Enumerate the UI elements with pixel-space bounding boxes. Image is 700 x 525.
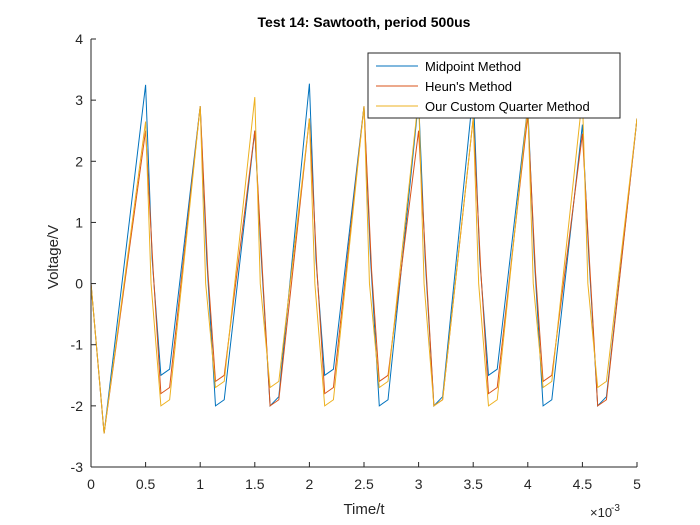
x-tick-label: 2.5 bbox=[354, 476, 374, 492]
y-axis-label: Voltage/V bbox=[45, 225, 62, 289]
legend-label-2: Heun's Method bbox=[425, 79, 512, 94]
x-tick-label: 3 bbox=[415, 476, 423, 492]
y-tick-label: 2 bbox=[75, 153, 83, 169]
x-tick-label: 2 bbox=[306, 476, 314, 492]
x-tick-label: 1 bbox=[196, 476, 204, 492]
x-axis-label: Time/t bbox=[343, 501, 385, 518]
x-axis-multiplier: ×10 -3 bbox=[590, 503, 620, 520]
series-line-2 bbox=[91, 106, 637, 434]
y-tick-label: -3 bbox=[71, 459, 84, 475]
y-tick-label: -2 bbox=[71, 398, 84, 414]
y-tick-label: 0 bbox=[75, 276, 83, 292]
x-multiplier-exponent: -3 bbox=[611, 503, 620, 514]
y-tick-label: 1 bbox=[75, 214, 83, 230]
chart-title: Test 14: Sawtooth, period 500us bbox=[258, 14, 471, 30]
x-tick-label: 1.5 bbox=[245, 476, 265, 492]
y-tick-label: -1 bbox=[71, 337, 84, 353]
y-tick-label: 4 bbox=[75, 31, 83, 47]
x-tick-label: 4 bbox=[524, 476, 532, 492]
x-tick-label: 4.5 bbox=[573, 476, 593, 492]
x-tick-label: 0.5 bbox=[136, 476, 156, 492]
x-tick-label: 3.5 bbox=[463, 476, 483, 492]
x-tick-label: 5 bbox=[633, 476, 641, 492]
legend: Midpoint Method Heun's Method Our Custom Q… bbox=[367, 52, 621, 119]
series-line-3 bbox=[91, 97, 637, 434]
legend-label-1: Midpoint Method bbox=[425, 59, 521, 74]
y-tick-label: 3 bbox=[75, 92, 83, 108]
legend-label-3: Our Custom Quarter Method bbox=[425, 99, 590, 114]
plot-area: 0 0.5 1 1.5 2 2.5 3 3.5 4 4.5 5 -3 -2 -1 0 1 2 3 4 Midpoint… bbox=[71, 31, 642, 492]
x-multiplier-base: ×10 bbox=[590, 505, 612, 520]
x-tick-label: 0 bbox=[87, 476, 95, 492]
